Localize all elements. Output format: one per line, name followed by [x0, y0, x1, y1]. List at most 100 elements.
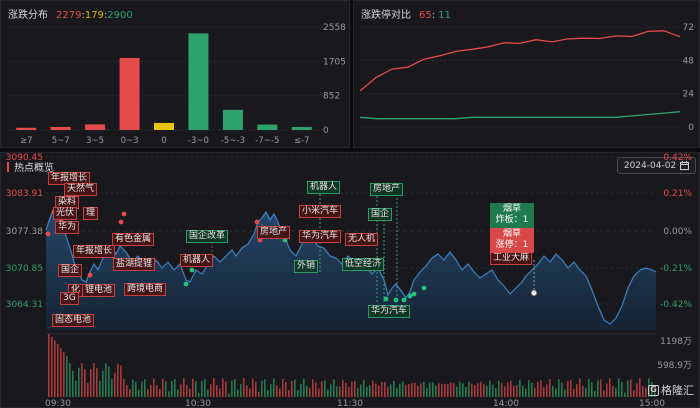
limit-up-event-dot[interactable]: [87, 272, 93, 278]
volume-bar: [447, 384, 449, 397]
limit-down-event-dot[interactable]: [383, 296, 389, 302]
limit-up-event-dot[interactable]: [121, 211, 127, 217]
tooltip-green-block: 烟草 炸板：1: [490, 203, 534, 228]
x-tick-label: 0: [161, 136, 166, 146]
tag-industrial-hemp[interactable]: 工业大麻: [490, 252, 533, 265]
percent-tick-label: 0.21%: [663, 189, 692, 199]
volume-bar: [72, 370, 74, 397]
tag-export[interactable]: 外销: [294, 260, 319, 273]
x-tick-label: -7~-5: [255, 136, 279, 146]
tag-li[interactable]: 理: [83, 207, 99, 220]
volume-bar: [456, 386, 458, 397]
volume-bar: [540, 380, 542, 397]
tag-huawei[interactable]: 华为: [55, 221, 80, 234]
tag-real-estate[interactable]: 房地产: [257, 226, 291, 239]
limit-down-event-dot[interactable]: [393, 297, 399, 303]
logo-text: 格隆汇: [661, 384, 694, 397]
volume-bar: [405, 384, 407, 397]
volume-bar: [240, 384, 242, 397]
volume-bar: [342, 379, 344, 397]
volume-bar: [288, 390, 290, 397]
volume-bar: [237, 389, 239, 397]
tag-salt-lake-lithium[interactable]: 盐湖提锂: [113, 258, 156, 271]
rise-fall-distribution-panel: 涨跌分布 2279:179:2900 2558 1705 852 0 ≥7 5~7 3~5 0…: [0, 0, 350, 148]
limit-down-event-dot[interactable]: [421, 285, 427, 291]
volume-bar: [282, 378, 284, 397]
limit-down-event-dot[interactable]: [411, 291, 417, 297]
date-picker[interactable]: 2024-04-02: [617, 157, 696, 174]
volume-bar: [51, 336, 53, 397]
volume-bar: [357, 388, 359, 397]
tag-huawei-auto[interactable]: 华为汽车: [299, 230, 342, 243]
price-tick-label: 3070.85: [6, 264, 43, 274]
tag-state-owned[interactable]: 国企: [58, 264, 83, 277]
volume-bar: [633, 390, 635, 397]
volume-bar: [210, 384, 212, 397]
limit-up-event-dot[interactable]: [45, 231, 51, 237]
tooltip-red-block: 烟草 涨停：1: [490, 228, 534, 253]
limit-down-event-dot[interactable]: [183, 281, 189, 287]
tag-robot[interactable]: 机器人: [180, 254, 214, 267]
tag-natural-gas[interactable]: 天然气: [64, 183, 98, 196]
volume-bar: [402, 381, 404, 397]
tag-xiaomi-auto[interactable]: 小米汽车: [299, 205, 342, 218]
tag-state-owned-2[interactable]: 国企: [368, 208, 393, 221]
volume-bar: [531, 382, 533, 397]
down-count: 2900: [107, 10, 133, 21]
volume-bar: [330, 384, 332, 397]
limit-down-event-dot[interactable]: [189, 267, 195, 273]
tag-real-estate-2[interactable]: 房地产: [370, 183, 404, 196]
volume-bar: [444, 383, 446, 397]
volume-bar: [609, 378, 611, 397]
tag-annual-growth-2[interactable]: 年报增长: [73, 245, 116, 258]
volume-bar: [177, 389, 179, 397]
tag-soe-reform[interactable]: 国企改革: [186, 230, 229, 243]
tag-low-altitude-economy[interactable]: 低空经济: [342, 258, 385, 271]
volume-bar: [504, 386, 506, 397]
limit-down-event-dot[interactable]: [401, 297, 407, 303]
volume-bar: [396, 387, 398, 397]
x-tick-label: 0~3: [121, 136, 139, 146]
y-tick-label: 0: [688, 123, 694, 133]
tag-huawei-auto-2[interactable]: 华为汽车: [368, 305, 411, 318]
limit-up-event-dot[interactable]: [118, 219, 124, 225]
volume-bar: [495, 388, 497, 397]
tag-robot-2[interactable]: 机器人: [307, 181, 341, 194]
volume-bar: [492, 384, 494, 397]
volume-bar: [480, 381, 482, 397]
volume-bar: [567, 381, 569, 397]
volume-bar: [321, 381, 323, 397]
distribution-bar-chart: 2558 1705 852 0 ≥7 5~7 3~5 0~3 0 -3~0 -5~-3 -7~-5 ≤…: [9, 23, 346, 146]
volume-bar: [621, 382, 623, 397]
tag-lithium-battery[interactable]: 锂电池: [82, 284, 116, 297]
volume-bar: [234, 379, 236, 397]
volume-bar: [204, 378, 206, 397]
tooltip-line-2: 涨停：1: [495, 240, 529, 250]
tag-nonferrous-metals[interactable]: 有色金属: [112, 233, 155, 246]
limit-down-line: [359, 111, 681, 120]
tag-solid-state-battery[interactable]: 固态电池: [52, 314, 95, 327]
volume-bar: [105, 363, 107, 397]
volume-bar: [276, 385, 278, 397]
volume-bar: [354, 380, 356, 397]
volume-bar: [99, 380, 101, 397]
volume-bar: [129, 389, 131, 397]
volume-bar: [318, 388, 320, 397]
volume-bar: [117, 363, 119, 397]
y-tick-label: 2558: [323, 23, 346, 33]
tag-photovoltaic[interactable]: 光伏: [53, 207, 78, 220]
tag-cross-border-ecommerce[interactable]: 跨境电商: [124, 283, 167, 296]
volume-bar: [171, 381, 173, 397]
volume-bar: [579, 378, 581, 397]
limit-up-event-dot[interactable]: [254, 219, 260, 225]
calendar-icon: [680, 161, 690, 170]
volume-bar: [48, 333, 50, 397]
volume-bar: [465, 386, 467, 397]
tag-drone[interactable]: 无人机: [345, 233, 379, 246]
limit-down-event-dot[interactable]: [407, 293, 413, 299]
volume-tick-label: 1198万: [660, 337, 692, 347]
tag-3g[interactable]: 3G: [60, 292, 79, 305]
volume-bar: [315, 382, 317, 397]
volume-bar: [561, 382, 563, 397]
y-tick-label: 48: [683, 56, 695, 66]
